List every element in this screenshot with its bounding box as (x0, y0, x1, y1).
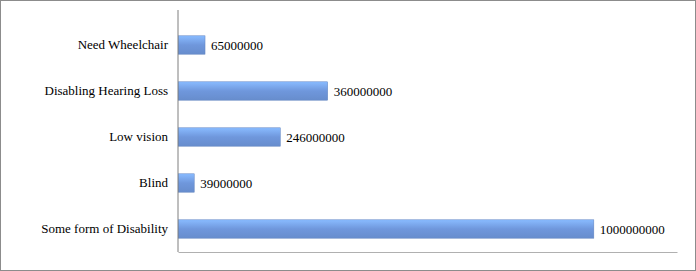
category-label: Blind (139, 175, 168, 190)
y-axis-line (178, 10, 179, 252)
y-tick: Blind (139, 175, 178, 190)
bar (178, 36, 205, 54)
data-label: 1000000000 (600, 222, 665, 237)
x-axis (179, 252, 678, 253)
bar (178, 128, 280, 146)
bars (178, 36, 594, 238)
category-label: Some form of Disability (41, 221, 168, 236)
category-label: Need Wheelchair (78, 37, 169, 52)
data-label: 360000000 (334, 84, 393, 99)
x-axis-line (179, 252, 678, 253)
chart-frame (1, 1, 696, 271)
chart: Need Wheelchair Disabling Hearing Loss Low… (0, 0, 696, 271)
data-label: 65000000 (211, 38, 263, 53)
y-tick: Need Wheelchair (78, 37, 178, 52)
y-axis: Need Wheelchair Disabling Hearing Loss Low… (41, 10, 178, 252)
data-label: 39000000 (200, 176, 252, 191)
y-tick: Low vision (109, 129, 178, 144)
y-tick: Some form of Disability (41, 221, 178, 236)
y-tick: Disabling Hearing Loss (45, 83, 178, 98)
bar (178, 174, 194, 192)
bar (178, 220, 594, 238)
category-label: Low vision (109, 129, 168, 144)
category-label: Disabling Hearing Loss (45, 83, 168, 98)
data-label: 246000000 (286, 130, 345, 145)
data-labels: 65000000 360000000 246000000 39000000 100000… (200, 38, 665, 237)
bar (178, 82, 328, 100)
